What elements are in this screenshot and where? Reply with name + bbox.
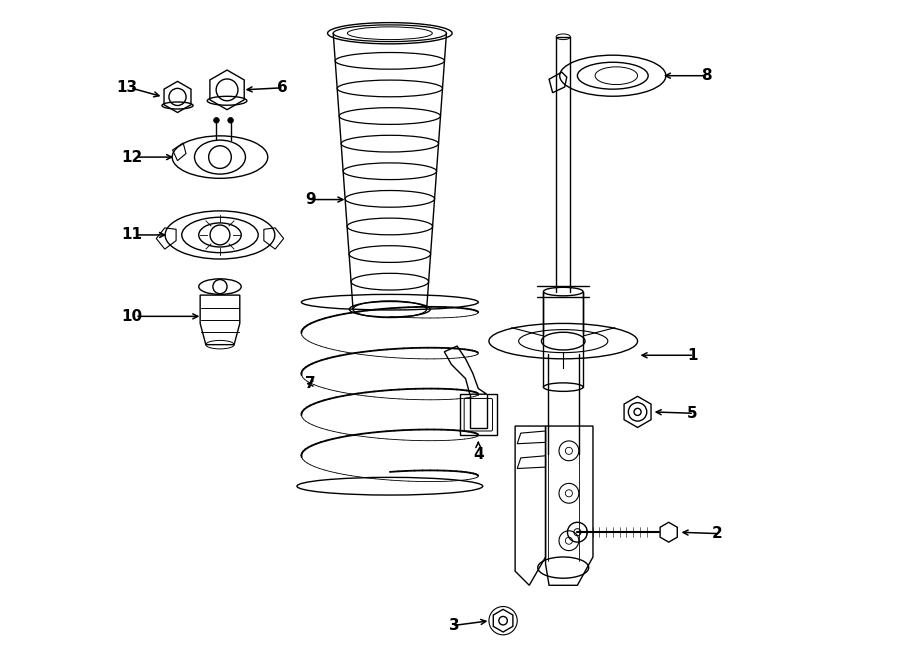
Text: 3: 3 <box>448 618 459 633</box>
Text: 5: 5 <box>687 406 698 421</box>
Text: 7: 7 <box>305 376 316 391</box>
Text: 6: 6 <box>276 80 287 95</box>
Circle shape <box>228 118 233 123</box>
Text: 13: 13 <box>116 80 137 95</box>
Circle shape <box>213 118 220 123</box>
Text: 8: 8 <box>701 68 712 83</box>
Text: 1: 1 <box>687 348 698 363</box>
Text: 9: 9 <box>305 192 316 207</box>
Text: 11: 11 <box>122 227 142 243</box>
Text: 12: 12 <box>121 149 142 165</box>
Text: 10: 10 <box>121 309 142 324</box>
Text: 4: 4 <box>473 447 483 462</box>
Text: 2: 2 <box>712 526 723 541</box>
